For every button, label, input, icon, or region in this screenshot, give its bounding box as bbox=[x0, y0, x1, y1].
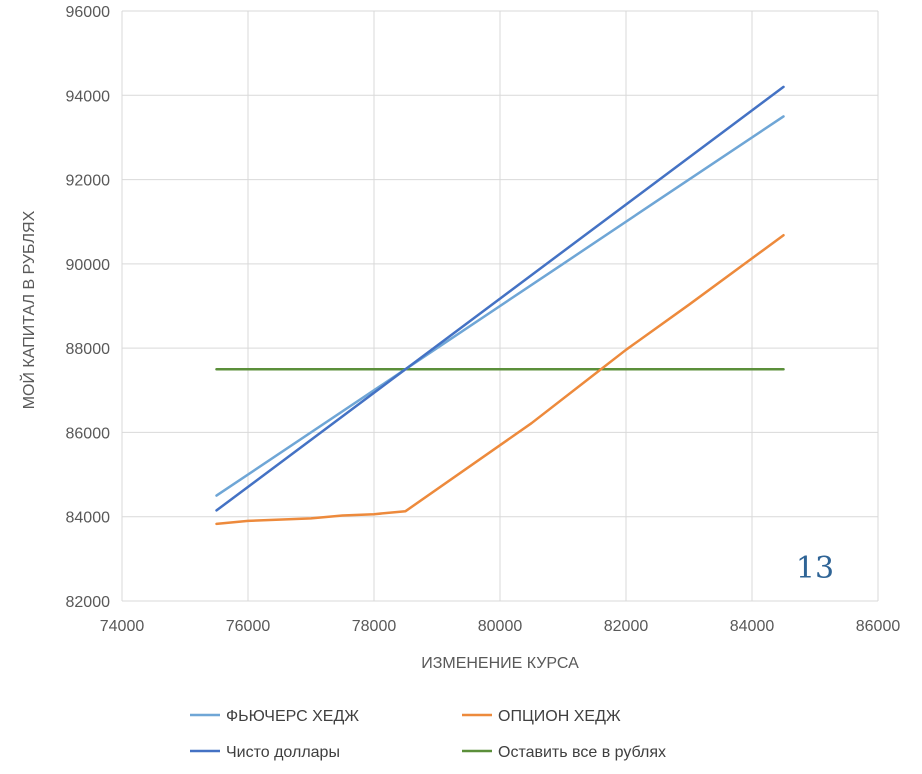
y-tick-label: 82000 bbox=[66, 594, 111, 611]
page-number: 13 bbox=[796, 551, 834, 586]
legend-label: ОПЦИОН ХЕДЖ bbox=[498, 708, 621, 725]
x-tick-label: 84000 bbox=[730, 618, 775, 635]
y-tick-label: 88000 bbox=[66, 341, 111, 358]
x-tick-label: 82000 bbox=[604, 618, 649, 635]
x-tick-label: 74000 bbox=[100, 618, 145, 635]
series-line bbox=[215, 115, 785, 497]
y-tick-label: 84000 bbox=[66, 510, 111, 527]
y-tick-label: 90000 bbox=[66, 257, 111, 274]
gridlines bbox=[121, 10, 879, 602]
series-lines bbox=[215, 85, 785, 526]
x-tick-label: 76000 bbox=[226, 618, 271, 635]
x-tick-label: 80000 bbox=[478, 618, 523, 635]
y-tick-label: 86000 bbox=[66, 425, 111, 442]
series-line bbox=[215, 85, 785, 512]
x-tick-label: 78000 bbox=[352, 618, 397, 635]
y-tick-label: 96000 bbox=[66, 4, 111, 21]
legend-label: Оставить все в рублях bbox=[498, 744, 666, 761]
x-axis-ticks: 74000 76000 78000 80000 82000 84000 86000 bbox=[100, 618, 901, 635]
series-line bbox=[215, 233, 785, 526]
y-tick-label: 92000 bbox=[66, 173, 111, 190]
legend-label: Чисто доллары bbox=[226, 744, 340, 761]
y-axis-ticks: 82000 84000 86000 88000 90000 92000 94000 96000 bbox=[66, 4, 111, 611]
legend: ФЬЮЧЕРС ХЕДЖ ОПЦИОН ХЕДЖ Чисто доллары Оста… bbox=[190, 708, 666, 761]
y-axis-title: МОЙ КАПИТАЛ В РУБЛЯХ bbox=[19, 210, 38, 409]
x-tick-label: 86000 bbox=[856, 618, 901, 635]
x-axis-title: ИЗМЕНЕНИЕ КУРСА bbox=[421, 655, 579, 672]
y-tick-label: 94000 bbox=[66, 88, 111, 105]
legend-label: ФЬЮЧЕРС ХЕДЖ bbox=[226, 708, 359, 725]
